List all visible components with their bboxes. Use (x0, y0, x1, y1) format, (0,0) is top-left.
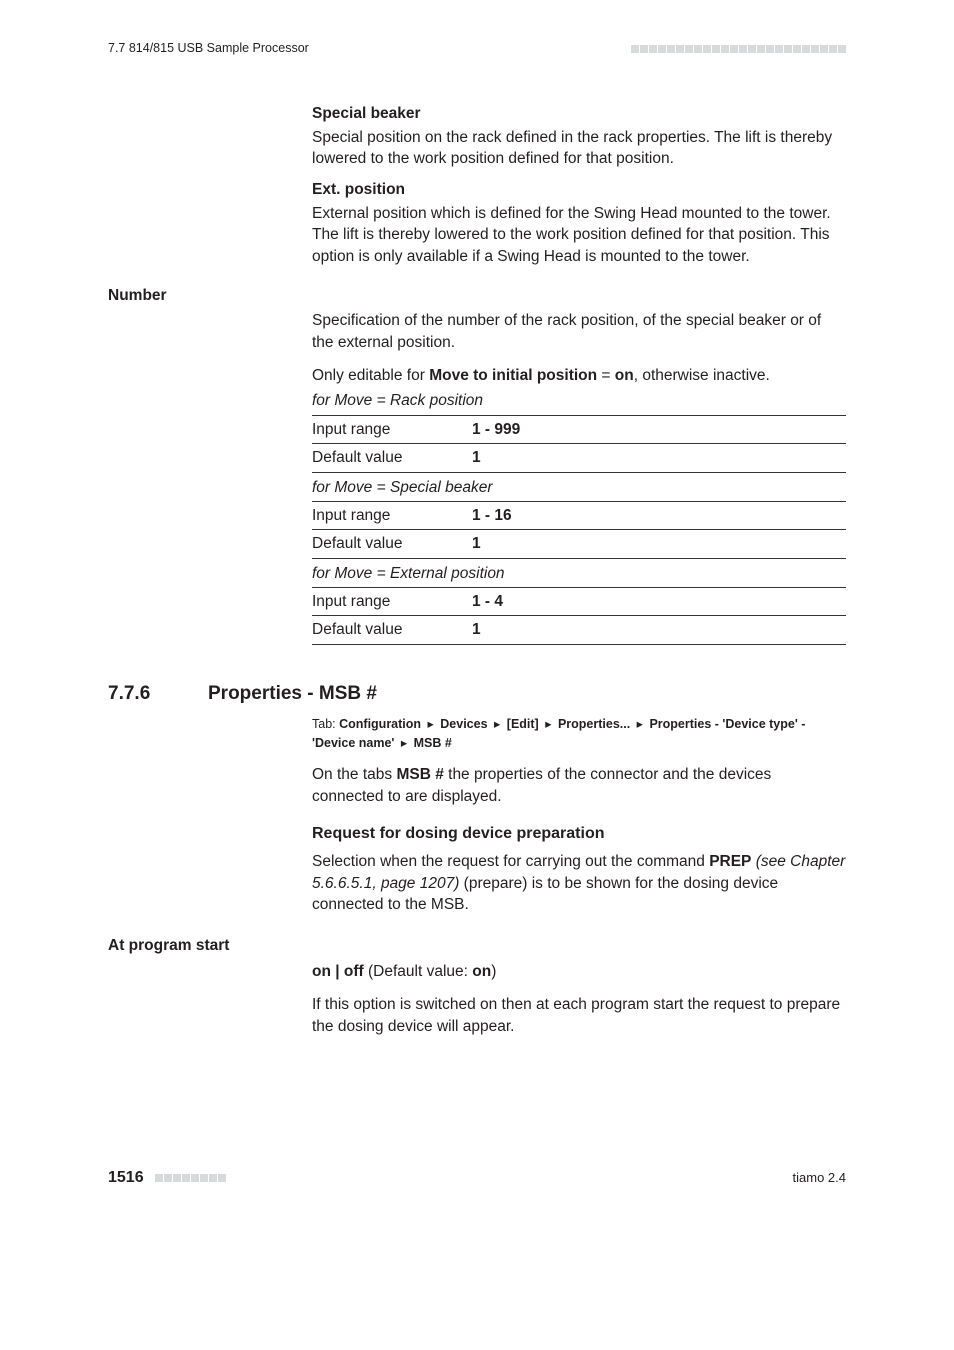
section-para-1: On the tabs MSB # the properties of the … (312, 764, 846, 807)
section-number: 7.7.6 (108, 681, 208, 707)
cell-value: 1 - 999 (472, 415, 846, 443)
text-bold: PREP (709, 853, 751, 870)
section-para-2: Selection when the request for carrying … (312, 851, 846, 915)
text: Only editable for (312, 367, 429, 384)
cell-label: Input range (312, 501, 472, 529)
cell-value: 1 - 16 (472, 501, 846, 529)
term-ext-position: Ext. position (312, 179, 846, 200)
cell-label: Default value (312, 444, 472, 472)
param-number-label: Number (108, 285, 846, 306)
footer-product: tiamo 2.4 (793, 1169, 846, 1187)
program-start-body: If this option is switched on then at ea… (312, 994, 846, 1037)
text: , otherwise inactive. (634, 367, 770, 384)
number-block: Specification of the number of the rack … (312, 310, 846, 645)
text-bold: MSB # (396, 766, 443, 783)
footer-decoration (154, 1174, 226, 1182)
text-bold: on | off (312, 963, 364, 980)
range-table: Input range 1 - 999 Default value 1 (312, 415, 846, 473)
onoff-line: on | off (Default value: on) (312, 961, 846, 982)
cell-label: Default value (312, 530, 472, 558)
text-bold: on (472, 963, 491, 980)
header-section-path: 7.7 814/815 USB Sample Processor (108, 40, 309, 57)
page-header: 7.7 814/815 USB Sample Processor (0, 40, 954, 63)
page-content: Special beaker Special position on the r… (0, 63, 954, 1037)
breadcrumb-separator-icon: ▸ (488, 717, 507, 731)
definition-block: Special beaker Special position on the r… (312, 103, 846, 267)
breadcrumb-path: Configuration ▸ Devices ▸ [Edit] ▸ Prope… (312, 717, 805, 750)
table-row: Default value 1 (312, 616, 846, 644)
breadcrumb: Tab: Configuration ▸ Devices ▸ [Edit] ▸ … (312, 715, 846, 753)
text: Selection when the request for carrying … (312, 853, 709, 870)
breadcrumb-item: Properties... (558, 717, 630, 731)
text: On the tabs (312, 766, 396, 783)
param-program-start-label: At program start (108, 935, 846, 956)
text: (Default value: (364, 963, 473, 980)
breadcrumb-separator-icon: ▸ (394, 736, 413, 750)
section-heading: 7.7.6 Properties - MSB # (108, 681, 846, 707)
text-bold: Move to initial position (429, 367, 597, 384)
subsection-heading: Request for dosing device preparation (312, 823, 846, 845)
range-table: Input range 1 - 16 Default value 1 (312, 501, 846, 559)
table-caption: for Move = Special beaker (312, 477, 846, 501)
section-title: Properties - MSB # (208, 681, 377, 707)
breadcrumb-separator-icon: ▸ (539, 717, 558, 731)
cell-value: 1 - 4 (472, 588, 846, 616)
range-table: Input range 1 - 4 Default value 1 (312, 587, 846, 645)
cell-value: 1 (472, 530, 846, 558)
table-row: Input range 1 - 4 (312, 588, 846, 616)
cell-value: 1 (472, 444, 846, 472)
table-row: Input range 1 - 16 (312, 501, 846, 529)
cell-value: 1 (472, 616, 846, 644)
page-number: 1516 (108, 1169, 144, 1186)
cell-label: Default value (312, 616, 472, 644)
term-special-beaker: Special beaker (312, 103, 846, 124)
table-row: Input range 1 - 999 (312, 415, 846, 443)
table-row: Default value 1 (312, 444, 846, 472)
table-caption: for Move = Rack position (312, 390, 846, 414)
term-special-beaker-body: Special position on the rack defined in … (312, 127, 846, 170)
text: = (597, 367, 615, 384)
cell-label: Input range (312, 588, 472, 616)
text: ) (491, 963, 496, 980)
breadcrumb-item: Configuration (339, 717, 421, 731)
section-body: Tab: Configuration ▸ Devices ▸ [Edit] ▸ … (312, 715, 846, 915)
text-bold: on (615, 367, 634, 384)
breadcrumb-item: MSB # (414, 736, 452, 750)
breadcrumb-separator-icon: ▸ (630, 717, 649, 731)
breadcrumb-prefix: Tab: (312, 717, 339, 731)
footer-left: 1516 (108, 1167, 226, 1189)
number-spec: Specification of the number of the rack … (312, 310, 846, 353)
table-caption: for Move = External position (312, 563, 846, 587)
breadcrumb-separator-icon: ▸ (421, 717, 440, 731)
table-rack: for Move = Rack position Input range 1 -… (312, 390, 846, 472)
number-editable: Only editable for Move to initial positi… (312, 365, 846, 386)
term-ext-position-body: External position which is defined for t… (312, 203, 846, 267)
table-special: for Move = Special beaker Input range 1 … (312, 477, 846, 559)
breadcrumb-item: [Edit] (507, 717, 539, 731)
cell-label: Input range (312, 415, 472, 443)
program-start-block: on | off (Default value: on) If this opt… (312, 961, 846, 1037)
table-ext: for Move = External position Input range… (312, 563, 846, 645)
table-row: Default value 1 (312, 530, 846, 558)
page-footer: 1516 tiamo 2.4 (0, 1167, 954, 1189)
breadcrumb-item: Devices (440, 717, 487, 731)
header-decoration (630, 45, 846, 53)
